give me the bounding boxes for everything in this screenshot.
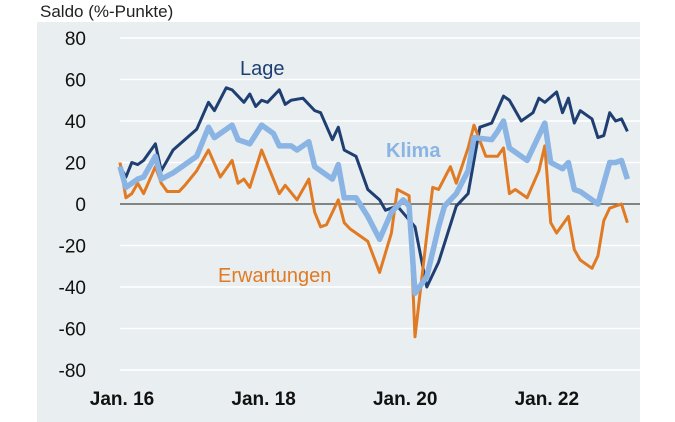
y-tick-label: -80 [59, 361, 86, 382]
y-tick-label: 20 [65, 154, 86, 175]
y-tick-label: -40 [59, 278, 86, 299]
y-tick-label: -60 [59, 320, 86, 341]
x-tick-label: Jan. 20 [373, 389, 437, 410]
x-tick-label: Jan. 22 [515, 389, 579, 410]
plot-panel [37, 22, 640, 422]
y-tick-label: 60 [65, 71, 86, 92]
series-label-klima: Klima [386, 140, 441, 162]
series-label-erwartungen: Erwartungen [218, 265, 331, 287]
y-tick-label: -20 [59, 237, 86, 258]
series-line-lage [118, 86, 629, 289]
series-line-klima [117, 118, 631, 296]
y-tick-label: 0 [75, 195, 86, 216]
y-tick-label: 40 [65, 112, 86, 133]
series-line-erwartungen [118, 123, 629, 339]
series-label-lage: Lage [240, 58, 285, 80]
x-tick-label: Jan. 18 [231, 389, 295, 410]
y-axis-title: Saldo (%-Punkte) [40, 2, 174, 21]
y-tick-label: 80 [65, 29, 86, 50]
x-tick-label: Jan. 16 [90, 389, 154, 410]
